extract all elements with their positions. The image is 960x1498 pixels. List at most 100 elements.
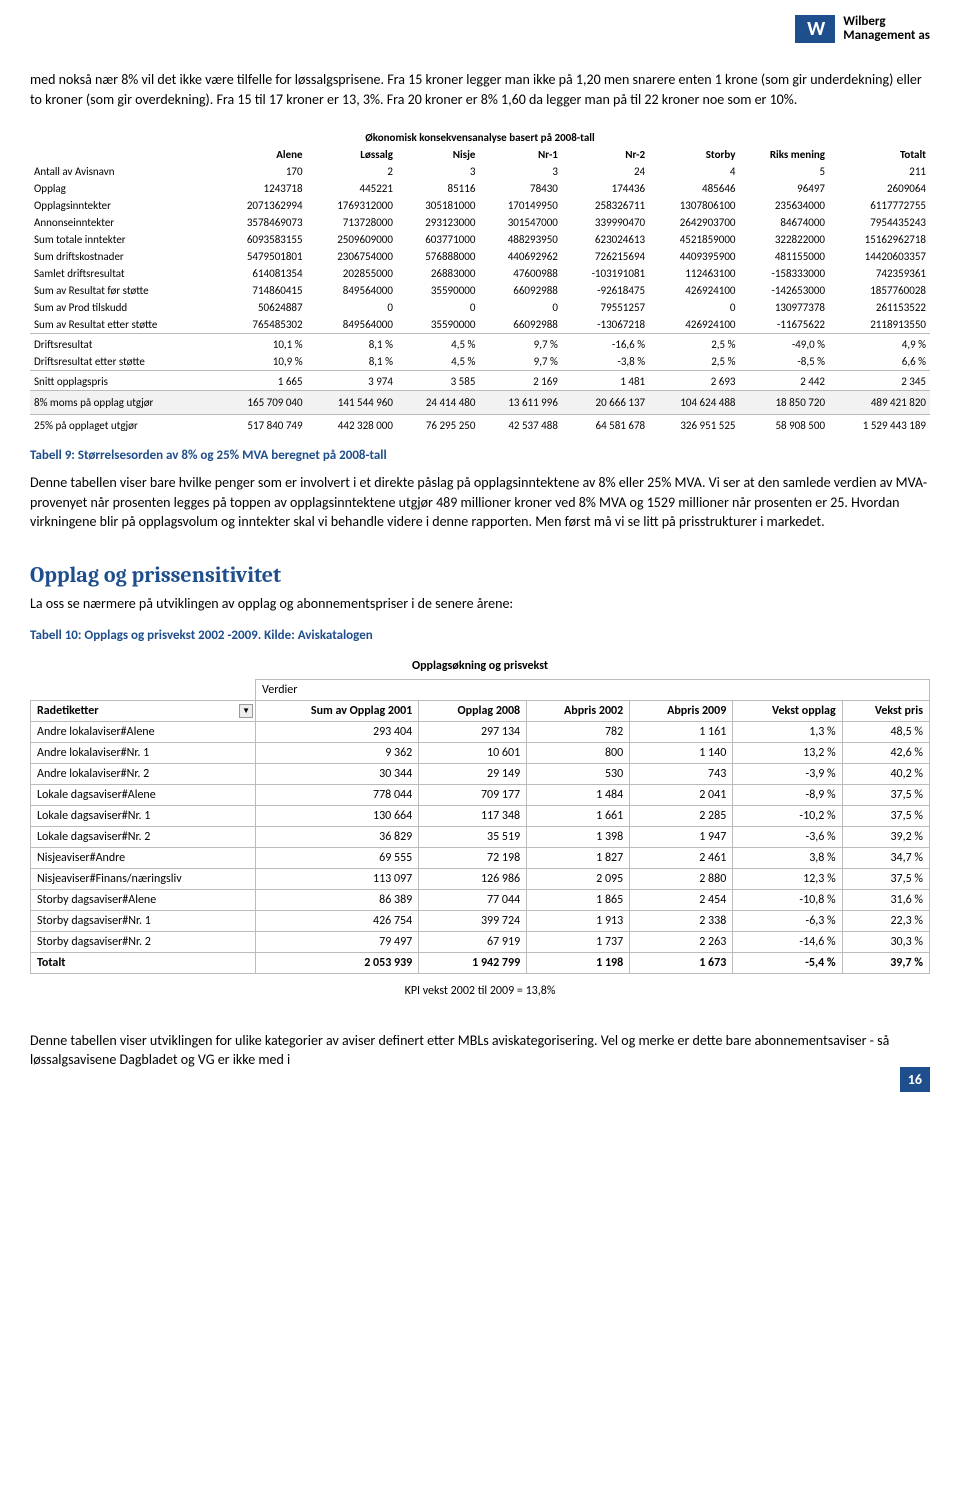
table-2: Opplagsøkning og prisvekst Verdier Radet… [30, 653, 930, 1001]
table-cell: 849564000 [307, 282, 397, 299]
table-cell: 1 161 [630, 721, 733, 742]
table-cell: -11675622 [739, 316, 829, 334]
table-cell: 36 829 [256, 826, 419, 847]
table-cell: -10,2 % [733, 805, 842, 826]
table-row: Opplag1243718445221851167843017443648564… [30, 180, 930, 197]
table-cell: 77 044 [419, 889, 527, 910]
table-cell: -16,6 % [562, 334, 649, 354]
table-cell: 5479501801 [216, 248, 306, 265]
table-cell: 84674000 [739, 214, 829, 231]
table-cell: 714860415 [216, 282, 306, 299]
table-row: Andre lokalaviser#Alene293 404297 134782… [31, 721, 930, 742]
table-cell: 6093583155 [216, 231, 306, 248]
table-cell: 2071362994 [216, 197, 306, 214]
table2-header-cell: Opplag 2008 [419, 700, 527, 721]
table-cell: 235634000 [739, 197, 829, 214]
table-cell: 30 344 [256, 763, 419, 784]
table-row: Driftsresultat etter støtte10,9 %8,1 %4,… [30, 353, 930, 371]
table-cell: 1 865 [527, 889, 630, 910]
table-cell: 202855000 [307, 265, 397, 282]
logo-line2: Management as [843, 29, 930, 43]
kpi-note: KPI vekst 2002 til 2009 = 13,8% [31, 973, 930, 1001]
table-cell: 64 581 678 [562, 415, 649, 435]
table-row: Lokale dagsaviser#Nr. 236 82935 5191 398… [31, 826, 930, 847]
table-cell: Storby dagsaviser#Alene [31, 889, 256, 910]
table-cell: Antall av Avisnavn [30, 163, 216, 180]
table-row: Nisjeaviser#Andre69 55572 1981 8272 4613… [31, 847, 930, 868]
table-cell: 10,1 % [216, 334, 306, 354]
table-cell: Sum av Resultat etter støtte [30, 316, 216, 334]
table-cell: 66092988 [479, 282, 561, 299]
table-cell: 170 [216, 163, 306, 180]
table-cell: 1 947 [630, 826, 733, 847]
table-cell: 2609064 [829, 180, 930, 197]
table-cell: Sum av Prod tilskudd [30, 299, 216, 316]
table-cell: 104 624 488 [649, 391, 739, 415]
paragraph-4: Denne tabellen viser utviklingen for uli… [30, 1031, 930, 1070]
table-cell: 1857760028 [829, 282, 930, 299]
table-cell: 50624887 [216, 299, 306, 316]
table-cell: Sum av Resultat før støtte [30, 282, 216, 299]
table-cell: -10,8 % [733, 889, 842, 910]
table-cell: Totalt [31, 952, 256, 973]
table-cell: 2 [307, 163, 397, 180]
dropdown-icon[interactable]: ▼ [239, 704, 253, 718]
table2-header-cell: Abpris 2009 [630, 700, 733, 721]
table-row: Opplagsinntekter207136299417693120003051… [30, 197, 930, 214]
table-cell: Opplagsinntekter [30, 197, 216, 214]
table-cell: Annonseinntekter [30, 214, 216, 231]
table-cell: 58 908 500 [739, 415, 829, 435]
table-cell: 211 [829, 163, 930, 180]
table-cell: 713728000 [307, 214, 397, 231]
table-cell: 8,1 % [307, 334, 397, 354]
table-cell: 130 664 [256, 805, 419, 826]
table-row: Nisjeaviser#Finans/næringsliv113 097126 … [31, 868, 930, 889]
logo-mark: W [795, 15, 835, 43]
table-cell: 39,7 % [842, 952, 929, 973]
table-row: Lokale dagsaviser#Alene778 044709 1771 4… [31, 784, 930, 805]
table1-header-cell: Storby [649, 146, 739, 163]
table-cell: 31,6 % [842, 889, 929, 910]
table-row: Driftsresultat10,1 %8,1 %4,5 %9,7 %-16,6… [30, 334, 930, 354]
table-cell: 445221 [307, 180, 397, 197]
table-cell: 326 951 525 [649, 415, 739, 435]
table-cell: 426 754 [256, 910, 419, 931]
table-cell: 1243718 [216, 180, 306, 197]
table-row: Antall av Avisnavn1702332445211 [30, 163, 930, 180]
table-cell: Lokale dagsaviser#Nr. 1 [31, 805, 256, 826]
table1-header-cell: Totalt [829, 146, 930, 163]
table-cell: Nisjeaviser#Andre [31, 847, 256, 868]
table-cell: 3 585 [397, 371, 479, 391]
table-cell: -49,0 % [739, 334, 829, 354]
table-row: Lokale dagsaviser#Nr. 1130 664117 3481 6… [31, 805, 930, 826]
table-cell: 3 [479, 163, 561, 180]
company-logo: W Wilberg Management as [795, 15, 930, 44]
table1-caption: Tabell 9: Størrelsesorden av 8% og 25% M… [30, 448, 930, 463]
table2-header-cell: Vekst opplag [733, 700, 842, 721]
table-cell: 576888000 [397, 248, 479, 265]
table-cell: 2 454 [630, 889, 733, 910]
table-cell: Samlet driftsresultat [30, 265, 216, 282]
table-cell: 112463100 [649, 265, 739, 282]
table-cell: 2 442 [739, 371, 829, 391]
table-cell: 14420603357 [829, 248, 930, 265]
table-cell: 2 169 [479, 371, 561, 391]
table-cell: 10 601 [419, 742, 527, 763]
table-cell: 20 666 137 [562, 391, 649, 415]
table-cell: 1 140 [630, 742, 733, 763]
table2-header-cell: Radetiketter▼ [31, 700, 256, 721]
table-cell: 2 880 [630, 868, 733, 889]
table-cell: 2 285 [630, 805, 733, 826]
table-cell: 726215694 [562, 248, 649, 265]
table-row: Andre lokalaviser#Nr. 230 34429 14953074… [31, 763, 930, 784]
table-cell: 782 [527, 721, 630, 742]
table-cell: 12,3 % [733, 868, 842, 889]
table-row: Sum totale inntekter60935831552509609000… [30, 231, 930, 248]
table-cell: 66092988 [479, 316, 561, 334]
table1-header-cell [30, 146, 216, 163]
table-cell: 22,3 % [842, 910, 929, 931]
table-cell: -6,3 % [733, 910, 842, 931]
table-cell: 2 041 [630, 784, 733, 805]
table-cell: 15162962718 [829, 231, 930, 248]
table-cell: 2 461 [630, 847, 733, 868]
